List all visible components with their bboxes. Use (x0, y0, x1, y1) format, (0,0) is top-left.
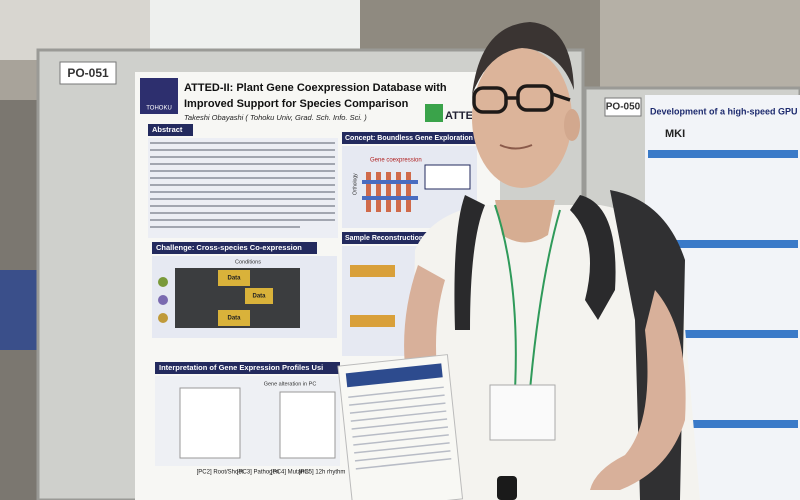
name-badge (489, 384, 556, 441)
scatter-panel (179, 387, 241, 459)
board-id: PO-050 (606, 102, 641, 113)
board-id: PO-051 (67, 66, 109, 80)
reconstruction-block (350, 315, 395, 327)
section-title: Challenge: Cross-species Co-expression (156, 243, 302, 252)
poster-author: Takeshi Obayashi ( Tohoku Univ, Grad. Sc… (184, 113, 367, 122)
section-header (152, 242, 317, 254)
concept-band (362, 180, 418, 184)
poster-title: ATTED-II: Plant Gene Coexpression Databa… (184, 82, 447, 94)
neck (495, 200, 555, 243)
backpack-strap (454, 195, 485, 330)
arm (590, 290, 686, 490)
board-id-tag (604, 97, 642, 117)
pc-label: [PC5] 12h rhythm (299, 470, 346, 476)
head (472, 48, 572, 188)
section-header (342, 132, 477, 144)
plant-icons (158, 277, 168, 323)
section-header (648, 150, 798, 158)
figure-label: Conditions (235, 259, 261, 265)
ear (564, 109, 580, 141)
section-header (648, 240, 798, 248)
figure-label: Data (252, 294, 266, 300)
logo-text: TOHOKU (146, 106, 172, 112)
map-panel (279, 391, 336, 459)
concept-box (424, 164, 471, 190)
figure-label: Data (227, 316, 241, 322)
section-header (648, 420, 798, 428)
section-title: Interpretation of Gene Expression Profil… (159, 363, 323, 372)
board-id-tag (59, 61, 117, 85)
poster-brand: MKI (665, 128, 685, 140)
backpack-strap (570, 195, 616, 320)
section-header (155, 362, 340, 374)
abstract-text-block (148, 138, 338, 238)
section-title: Abstract (152, 125, 183, 134)
figure-label: Gene coexpression (370, 158, 422, 164)
concept-bars (366, 172, 411, 212)
poster-brand: ATTED (445, 110, 481, 122)
brand-icon (425, 104, 443, 122)
section-header (342, 232, 427, 244)
mouth (499, 144, 533, 150)
hair (472, 22, 574, 95)
flyer (337, 354, 464, 500)
concept-band (362, 196, 418, 200)
section-title: Sample Reconstruction (345, 235, 423, 242)
wall-right (600, 0, 800, 95)
poster-title: Improved Support for Species Comparison (184, 98, 409, 110)
glasses (472, 84, 571, 114)
watch (497, 476, 517, 500)
logo-box (140, 78, 178, 114)
heatmap (175, 268, 300, 328)
figure-label: Gene alteration in PC (264, 381, 317, 387)
pc-label: [PC4] Mutants (271, 470, 309, 476)
poster-title: Development of a high-speed GPU database… (650, 106, 800, 116)
section-header (148, 124, 193, 136)
abstract-lines (150, 142, 335, 228)
figure-label: Orthology (352, 173, 358, 195)
section-header (648, 330, 798, 338)
pc-label: [PC2] Root/Shoot (197, 470, 244, 476)
left-table (0, 270, 40, 350)
section-title: Concept: Boundless Gene Exploration (345, 135, 473, 142)
reconstruction-block (350, 265, 395, 277)
pc-label: [PC3] Pathogen (237, 470, 279, 476)
figure-label: Data (227, 276, 241, 282)
